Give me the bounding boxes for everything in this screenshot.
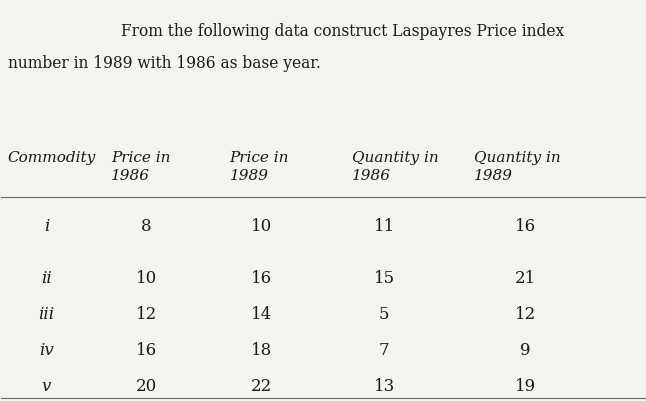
Text: 22: 22 — [251, 378, 273, 395]
Text: 9: 9 — [521, 342, 531, 359]
Text: 16: 16 — [251, 270, 273, 287]
Text: 12: 12 — [136, 306, 157, 323]
Text: 16: 16 — [515, 219, 536, 235]
Text: 11: 11 — [373, 219, 395, 235]
Text: 20: 20 — [136, 378, 157, 395]
Text: ii: ii — [41, 270, 52, 287]
Text: i: i — [44, 219, 49, 235]
Text: v: v — [42, 378, 51, 395]
Text: 10: 10 — [136, 270, 157, 287]
Text: iii: iii — [38, 306, 54, 323]
Text: 8: 8 — [141, 219, 151, 235]
Text: 18: 18 — [251, 342, 273, 359]
Text: 5: 5 — [379, 306, 390, 323]
Text: 7: 7 — [379, 342, 390, 359]
Text: Commodity: Commodity — [8, 151, 96, 165]
Text: 21: 21 — [515, 270, 536, 287]
Text: 19: 19 — [515, 378, 536, 395]
Text: Quantity in
1989: Quantity in 1989 — [474, 151, 561, 182]
Text: 13: 13 — [373, 378, 395, 395]
Text: From the following data construct Laspayres Price index: From the following data construct Laspay… — [121, 23, 564, 40]
Text: 10: 10 — [251, 219, 273, 235]
Text: number in 1989 with 1986 as base year.: number in 1989 with 1986 as base year. — [8, 55, 320, 72]
Text: 14: 14 — [251, 306, 273, 323]
Text: 15: 15 — [373, 270, 395, 287]
Text: iv: iv — [39, 342, 54, 359]
Text: 12: 12 — [515, 306, 536, 323]
Text: 16: 16 — [136, 342, 157, 359]
Text: Price in
1986: Price in 1986 — [110, 151, 171, 182]
Text: Price in
1989: Price in 1989 — [230, 151, 289, 182]
Text: Quantity in
1986: Quantity in 1986 — [352, 151, 439, 182]
